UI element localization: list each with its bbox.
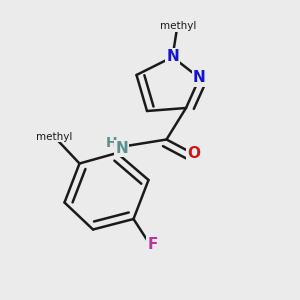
Text: N: N xyxy=(115,141,128,156)
Text: methyl: methyl xyxy=(160,21,197,31)
Text: O: O xyxy=(187,146,200,160)
Text: H: H xyxy=(106,136,117,150)
Text: F: F xyxy=(147,237,158,252)
Text: N: N xyxy=(166,50,179,64)
Text: methyl: methyl xyxy=(36,131,72,142)
Text: N: N xyxy=(193,70,206,86)
